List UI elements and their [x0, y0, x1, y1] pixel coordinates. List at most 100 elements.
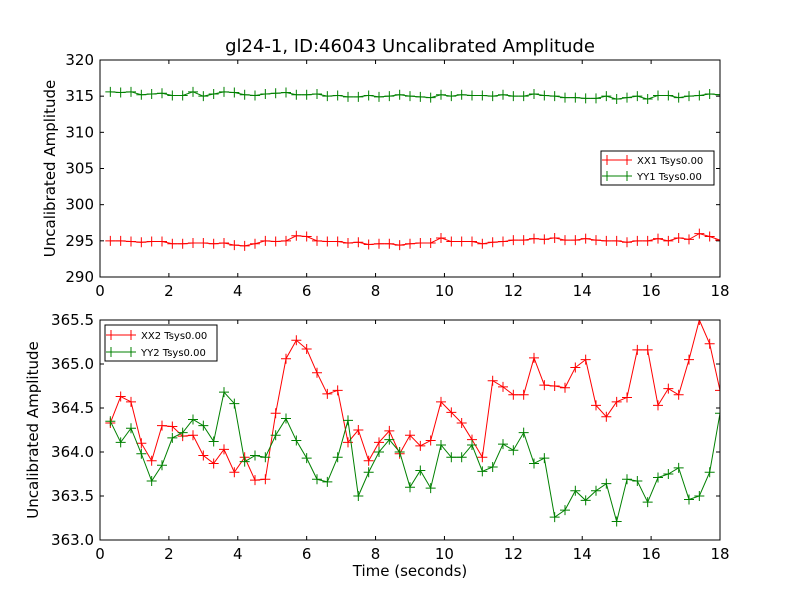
bottom-x-tick-label: 4 — [233, 545, 243, 563]
bottom-series-0-point — [126, 396, 136, 407]
bottom-series-1-point — [684, 494, 694, 505]
top-series-0-point — [539, 234, 550, 245]
bottom-series-0-point — [498, 381, 508, 392]
bottom-x-tick-label: 16 — [642, 545, 661, 563]
bottom-series-0-point — [301, 344, 312, 355]
top-series-1-point — [384, 91, 395, 102]
bottom-series-0-point — [642, 344, 653, 355]
top-x-tick-label: 16 — [642, 282, 661, 300]
bottom-series-0-point — [260, 474, 271, 485]
bottom-series-0-point — [281, 353, 291, 364]
top-series-0-point — [570, 235, 581, 246]
bottom-series-1-point — [177, 427, 188, 438]
top-series-1-point — [622, 92, 632, 103]
bottom-legend-marker — [106, 347, 116, 357]
bottom-series-1-point — [188, 414, 198, 425]
bottom-series-1-point — [632, 476, 643, 487]
top-series-0-point — [673, 232, 684, 243]
top-series-1-point — [219, 86, 229, 97]
top-series-0-point — [126, 236, 136, 247]
bottom-series-1-point — [239, 456, 250, 467]
bottom-series-0-point — [560, 382, 570, 393]
top-series-1-point — [343, 91, 353, 102]
bottom-series-1-point — [591, 485, 601, 496]
top-series-0-point — [694, 228, 705, 239]
bottom-series-1-point — [105, 416, 116, 427]
bottom-series-1-point — [508, 445, 519, 456]
top-y-tick-label: 320 — [65, 51, 94, 69]
bottom-series-1-point — [374, 447, 384, 457]
bottom-series-1-point — [332, 452, 343, 463]
top-series-lines — [105, 86, 720, 251]
bottom-series-0-point — [715, 385, 720, 396]
top-x-tick-label: 6 — [302, 282, 312, 300]
top-series-0-point — [580, 233, 591, 244]
bottom-series-0-point — [436, 396, 446, 407]
bottom-legend-label-1: YY2 Tsys0.00 — [140, 348, 206, 359]
top-series-0-point — [487, 237, 498, 248]
top-series-1-point — [363, 90, 374, 101]
top-series-1-point — [673, 92, 684, 103]
bottom-series-0-point — [622, 392, 632, 403]
top-series-1-point — [591, 93, 601, 104]
bottom-series-0-point — [229, 467, 240, 478]
top-series-1-point — [498, 89, 508, 100]
top-series-1-point — [446, 91, 457, 102]
top-y-tick-label: 290 — [65, 268, 94, 286]
top-y-axis-label: Uncalibrated Amplitude — [41, 80, 59, 257]
top-series-1-point — [270, 88, 281, 99]
top-series-1-point — [105, 86, 116, 97]
top-series-1-point — [487, 91, 498, 102]
bottom-y-tick-label: 363.0 — [51, 531, 94, 549]
top-plot-frame — [99, 59, 721, 278]
bottom-series-1-point — [384, 434, 395, 445]
bottom-series-1-point — [343, 415, 353, 426]
bottom-series-0-point — [384, 425, 395, 436]
bottom-series-0-point — [487, 375, 498, 386]
top-series-0-point — [208, 238, 219, 249]
top-x-tick-label: 4 — [233, 282, 243, 300]
bottom-series-1-point — [219, 387, 229, 398]
bottom-series-0-point — [663, 383, 674, 394]
bottom-series-1-point — [467, 439, 477, 450]
bottom-series-1-point — [436, 439, 446, 450]
bottom-x-tick-label: 0 — [95, 545, 105, 563]
top-series-1-point — [177, 90, 188, 101]
top-series-0-point — [322, 236, 333, 247]
bottom-series-0-point — [653, 400, 663, 411]
bottom-x-tick-label: 6 — [302, 545, 312, 563]
top-series-1-point — [467, 90, 477, 101]
top-series-1-point — [167, 90, 178, 101]
bottom-series-1-point — [146, 476, 157, 487]
top-series-1-point — [580, 93, 591, 104]
top-series-0-point — [663, 235, 674, 246]
top-series-1-point — [322, 91, 333, 102]
bottom-series-0-point — [136, 438, 147, 449]
top-series-1-point — [198, 91, 209, 102]
bottom-series-1-point — [498, 439, 508, 450]
bottom-series-0-point — [219, 444, 229, 455]
bottom-series-1-point — [394, 447, 405, 457]
bottom-series-0-point — [456, 417, 467, 428]
top-y-tick-label: 305 — [65, 160, 94, 178]
bottom-series-1-point — [126, 423, 136, 434]
bottom-series-1-point — [518, 427, 529, 438]
top-series-0-point — [394, 240, 405, 251]
bottom-series-0-point — [477, 452, 488, 463]
top-series-1-point — [332, 90, 343, 101]
top-series-0-point — [653, 233, 663, 244]
top-series-0-point — [250, 238, 260, 249]
bottom-series-0-point — [115, 391, 126, 402]
top-y-tick-label: 295 — [65, 232, 94, 250]
top-series-1-point — [126, 86, 136, 97]
bottom-series-1-point — [363, 467, 374, 478]
top-series-0-point — [281, 235, 291, 246]
top-legend-marker — [602, 171, 612, 181]
top-series-0-point — [611, 235, 622, 246]
bottom-series-1-point — [549, 512, 560, 523]
top-y-tick-label: 310 — [65, 123, 94, 141]
top-legend-marker — [622, 171, 632, 181]
bottom-series-1-point — [715, 408, 720, 419]
bottom-series-1-point — [580, 495, 591, 506]
